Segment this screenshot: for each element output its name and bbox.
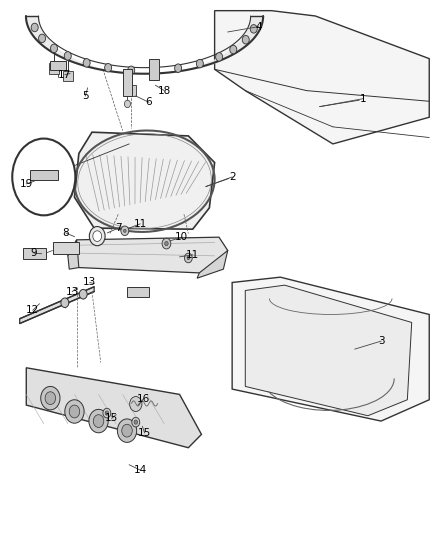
Text: 1: 1 <box>360 94 367 103</box>
Circle shape <box>122 424 132 437</box>
Circle shape <box>162 238 171 249</box>
Circle shape <box>41 386 60 410</box>
Circle shape <box>64 52 71 60</box>
Circle shape <box>93 415 104 427</box>
Polygon shape <box>74 132 215 229</box>
Polygon shape <box>20 287 94 324</box>
Circle shape <box>128 66 135 75</box>
Bar <box>30 170 58 180</box>
Text: 11: 11 <box>186 250 199 260</box>
Bar <box>123 69 132 96</box>
Text: 7: 7 <box>115 223 122 233</box>
Text: 12: 12 <box>26 305 39 315</box>
Circle shape <box>105 63 112 72</box>
Circle shape <box>196 59 203 68</box>
Text: 13: 13 <box>83 278 96 287</box>
Polygon shape <box>197 251 228 278</box>
Circle shape <box>69 405 80 418</box>
Circle shape <box>39 34 46 43</box>
Text: 4: 4 <box>255 22 262 31</box>
Circle shape <box>242 36 249 44</box>
Circle shape <box>175 64 182 72</box>
Circle shape <box>50 44 57 53</box>
Circle shape <box>31 23 38 32</box>
Circle shape <box>65 400 84 423</box>
Circle shape <box>79 289 87 299</box>
Circle shape <box>187 256 190 260</box>
Bar <box>23 248 46 259</box>
Text: 17: 17 <box>58 70 71 79</box>
Text: 8: 8 <box>62 228 69 238</box>
Text: 15: 15 <box>105 414 118 423</box>
Circle shape <box>132 417 140 427</box>
Text: 6: 6 <box>145 98 152 107</box>
Circle shape <box>230 45 237 54</box>
Circle shape <box>124 229 126 232</box>
Circle shape <box>184 253 192 263</box>
Circle shape <box>250 25 257 33</box>
Bar <box>127 287 149 297</box>
Circle shape <box>89 409 108 433</box>
Circle shape <box>165 241 168 246</box>
Bar <box>149 59 159 80</box>
Text: 9: 9 <box>31 248 38 258</box>
Bar <box>53 242 79 254</box>
Circle shape <box>93 231 102 241</box>
Text: 5: 5 <box>82 91 89 101</box>
Text: 19: 19 <box>20 179 33 189</box>
Circle shape <box>103 408 111 418</box>
Bar <box>50 61 66 70</box>
Circle shape <box>121 226 129 236</box>
Polygon shape <box>215 11 429 144</box>
Text: 18: 18 <box>158 86 171 95</box>
Circle shape <box>12 139 75 215</box>
Circle shape <box>61 298 69 308</box>
Circle shape <box>117 419 137 442</box>
Circle shape <box>124 100 131 108</box>
Circle shape <box>134 420 138 424</box>
Circle shape <box>89 227 105 246</box>
Text: 13: 13 <box>66 287 79 296</box>
Circle shape <box>105 411 109 415</box>
Text: 15: 15 <box>138 428 151 438</box>
Polygon shape <box>26 368 201 448</box>
Bar <box>49 63 59 74</box>
Text: 2: 2 <box>229 172 236 182</box>
Circle shape <box>45 392 56 405</box>
Circle shape <box>215 53 223 61</box>
Text: 10: 10 <box>175 232 188 242</box>
Bar <box>126 85 137 96</box>
Bar <box>63 71 73 82</box>
Polygon shape <box>68 237 228 273</box>
Polygon shape <box>232 277 429 421</box>
Text: 14: 14 <box>134 465 147 475</box>
Text: 3: 3 <box>378 336 385 346</box>
Circle shape <box>152 66 159 75</box>
Text: 11: 11 <box>134 219 147 229</box>
Polygon shape <box>68 240 79 269</box>
Text: 16: 16 <box>137 394 150 403</box>
Polygon shape <box>245 285 412 416</box>
Circle shape <box>130 397 142 411</box>
Circle shape <box>83 59 90 67</box>
